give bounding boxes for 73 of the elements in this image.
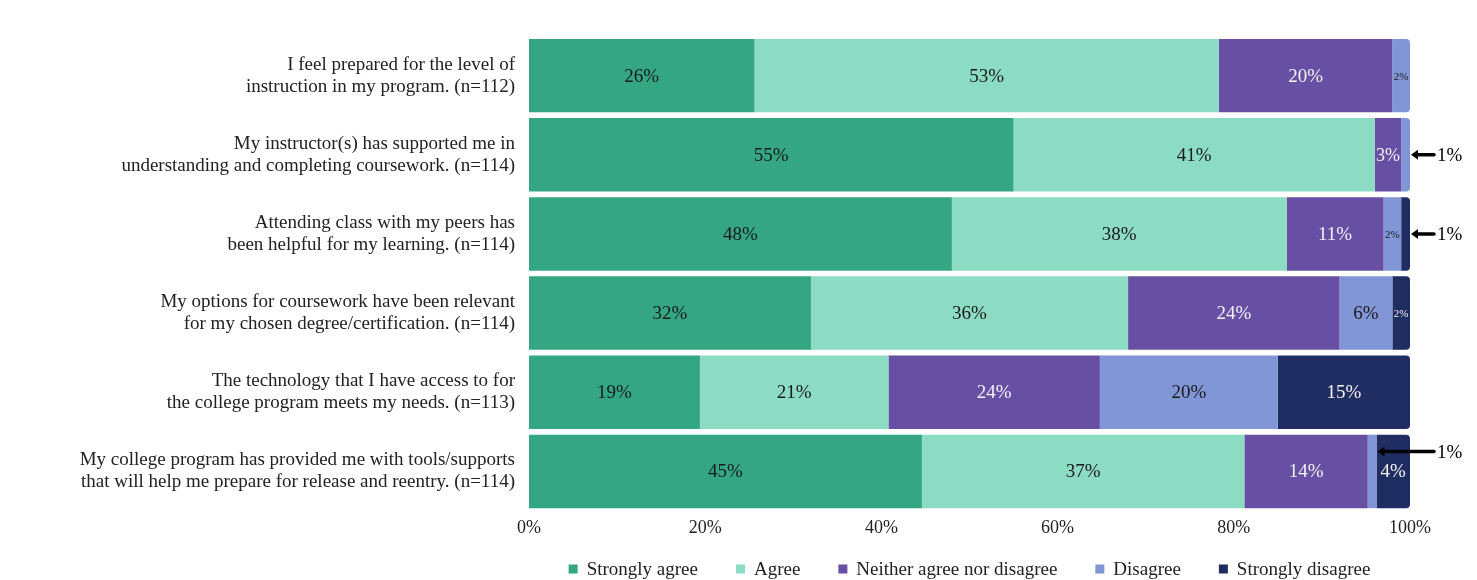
data-label: 32% xyxy=(652,302,688,324)
bar xyxy=(1383,197,1402,271)
data-label: 2% xyxy=(1393,306,1409,319)
bar xyxy=(1244,434,1368,509)
data-label: 36% xyxy=(952,302,988,324)
data-label: 20% xyxy=(1171,381,1207,403)
bar xyxy=(529,355,700,429)
data-label: 11% xyxy=(1318,222,1353,244)
bar xyxy=(1277,355,1410,429)
legend-label: Agree xyxy=(753,557,801,579)
y-tick-label: My options for coursework have been relevant for my chosen degree/certification. (n=114) xyxy=(160,290,516,335)
bar xyxy=(1367,434,1377,509)
data-label: 2% xyxy=(1385,227,1400,240)
data-label: 38% xyxy=(1101,222,1137,244)
x-tick-label: 60% xyxy=(1041,516,1075,537)
bar xyxy=(699,355,889,429)
data-label: 41% xyxy=(1176,143,1212,165)
bar xyxy=(1376,434,1410,509)
x-tick-label: 40% xyxy=(864,516,898,537)
data-label: 6% xyxy=(1353,302,1379,324)
bar xyxy=(1401,197,1410,271)
bar xyxy=(1013,118,1375,192)
data-label: 19% xyxy=(597,381,633,403)
y-tick-label: Attending class with my peers has been helpful for my learning. (n=114) xyxy=(227,210,515,255)
bar xyxy=(529,38,755,113)
bar xyxy=(754,38,1219,113)
legend-label: Neither agree nor disagree xyxy=(856,557,1058,579)
x-tick-label: 100% xyxy=(1389,516,1431,537)
bar xyxy=(810,276,1129,350)
bar xyxy=(921,434,1245,509)
data-label: 48% xyxy=(723,222,759,244)
bar xyxy=(529,276,811,350)
data-label: 20% xyxy=(1288,64,1324,86)
y-tick-label: My college program has provided me with tools/supports that will help me prepare for release and reentry. (n=114) xyxy=(79,448,515,493)
data-label: 1% xyxy=(1437,143,1463,165)
y-tick-label: The technology that I have access to for the college program meets my needs. (n=113) xyxy=(166,369,516,414)
data-label: 45% xyxy=(708,460,744,482)
x-tick-label: 0% xyxy=(517,516,541,537)
legend-label: Strongly agree xyxy=(586,557,698,579)
data-label: 3% xyxy=(1375,144,1400,165)
bar xyxy=(1401,118,1410,192)
data-label: 2% xyxy=(1393,69,1409,82)
data-label: 24% xyxy=(1216,302,1252,324)
bar xyxy=(529,118,1014,192)
bar xyxy=(1128,276,1340,350)
bar xyxy=(951,197,1287,271)
data-label: 55% xyxy=(753,143,789,165)
legend-label: Disagree xyxy=(1113,557,1181,579)
data-label: 4% xyxy=(1380,460,1407,482)
bar xyxy=(1374,118,1402,192)
data-label: 53% xyxy=(969,64,1005,86)
bar xyxy=(1218,38,1393,113)
bar xyxy=(1392,38,1410,113)
data-label: 37% xyxy=(1065,460,1101,482)
data-label: 24% xyxy=(976,381,1012,403)
data-label: 1% xyxy=(1437,440,1463,462)
bar xyxy=(1286,197,1384,271)
data-label: 14% xyxy=(1288,460,1324,482)
y-tick-label: My instructor(s) has supported me in understanding and completing coursework. (n=114) xyxy=(121,131,516,176)
x-tick-label: 80% xyxy=(1217,516,1251,537)
bar xyxy=(1392,276,1410,350)
data-label: 26% xyxy=(624,64,660,86)
bar xyxy=(888,355,1100,429)
bar xyxy=(529,434,922,509)
bar xyxy=(1339,276,1393,350)
data-label: 15% xyxy=(1326,381,1362,403)
data-label: 1% xyxy=(1437,222,1463,244)
bar xyxy=(529,197,952,271)
data-label: 21% xyxy=(776,381,812,403)
y-tick-label: I feel prepared for the level of instruction in my program. (n=112) xyxy=(245,52,516,97)
legend-label: Strongly disagree xyxy=(1236,557,1371,579)
bar xyxy=(1099,355,1278,429)
x-tick-label: 20% xyxy=(688,516,722,537)
